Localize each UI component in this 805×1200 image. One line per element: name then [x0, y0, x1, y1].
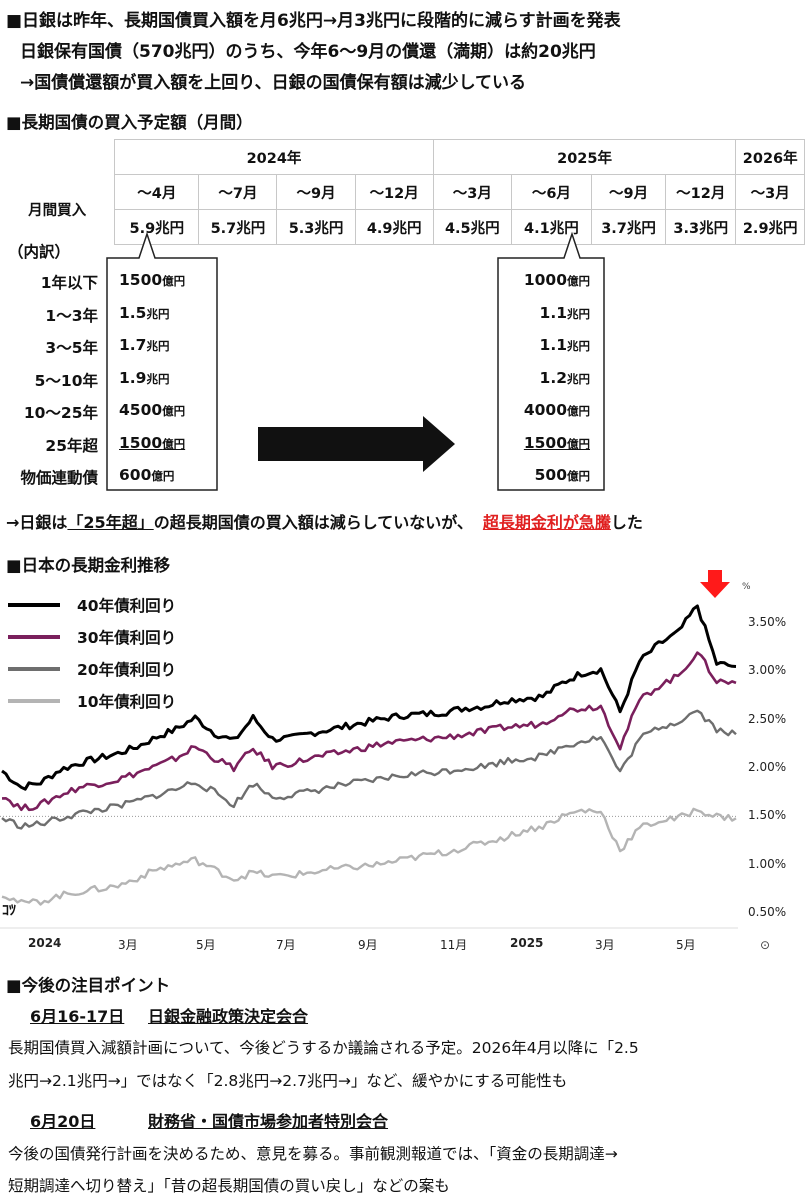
- event1-text-1: 長期国債買入減額計画について、今後どうするか議論される予定。2026年4月以降に…: [8, 1039, 639, 1057]
- period-cell: 〜3月: [432, 174, 512, 210]
- breakdown-value: 1.7兆円: [119, 336, 170, 354]
- year-2024: 2024年: [114, 139, 434, 175]
- y-tick-label: 2.50%: [748, 711, 787, 726]
- points-title: ■今後の注目ポイント: [6, 976, 171, 995]
- series-line: [1, 807, 737, 906]
- chart-title: ■日本の長期金利推移: [6, 556, 171, 575]
- x-tick-label: 5月: [676, 938, 696, 952]
- legend-swatch: [8, 635, 60, 639]
- breakdown-value: 600億円: [119, 466, 175, 484]
- callout-box-before: [106, 231, 218, 491]
- y-unit-label: %: [742, 582, 751, 592]
- legend-label: 40年債利回り: [77, 597, 177, 615]
- breakdown-value: 1.1兆円: [539, 336, 590, 354]
- note-prefix: →日銀は: [6, 513, 68, 532]
- x-tick-label: 3月: [595, 938, 615, 952]
- legend-label: 30年債利回り: [77, 629, 177, 647]
- breakdown-label: 25年超: [45, 436, 98, 455]
- breakdown-value: 1500億円: [523, 433, 590, 452]
- breakdown-value: 4000億円: [523, 401, 590, 419]
- x-tick-label: 5月: [196, 938, 216, 952]
- period-cell: 〜9月: [590, 174, 667, 210]
- year-2025: 2025年: [432, 139, 737, 175]
- y-tick-label: 3.50%: [748, 615, 787, 629]
- breakdown-value: 1500億円: [119, 271, 186, 289]
- amount-cell: 5.7兆円: [198, 209, 278, 245]
- amount-cell: 3.3兆円: [665, 209, 737, 245]
- period-cell: 〜4月: [114, 174, 200, 210]
- breakdown-value: 1000億円: [523, 271, 590, 289]
- amount-cell: 4.1兆円: [510, 209, 592, 245]
- y-tick-label: 1.00%: [748, 856, 787, 871]
- x-tick-label: 3月: [118, 938, 138, 952]
- note-mid: の超長期国債の買入額は減らしていないが、: [153, 513, 473, 532]
- legend-swatch: [8, 603, 60, 607]
- period-cell: 〜12月: [354, 174, 434, 210]
- header-line-3: →国債償還額が買入額を上回り、日銀の国債保有額は減少している: [20, 73, 527, 93]
- amount-cell: 5.3兆円: [276, 209, 356, 245]
- plan-section-title: ■長期国債の買入予定額（月間）: [6, 113, 253, 132]
- breakdown-label: 1年以下: [40, 274, 98, 292]
- settings-icon[interactable]: ⊙: [760, 938, 771, 952]
- arrow-right-icon: [258, 416, 455, 472]
- series-line: [1, 651, 737, 812]
- note-red: 超長期金利が急騰: [482, 513, 611, 532]
- watermark-logo: ｺﾂ: [2, 903, 16, 919]
- series-line: [1, 709, 737, 830]
- period-cell: 〜3月: [735, 174, 805, 210]
- note-line: →日銀は「25年超」の超長期国債の買入額は減らしていないが、 超長期金利が急騰した: [6, 509, 643, 533]
- legend-swatch: [8, 699, 60, 703]
- breakdown-value: 1.1兆円: [539, 303, 590, 322]
- event2-name: 財務省・国債市場参加者特別会合: [148, 1112, 389, 1131]
- yield-chart: [0, 570, 738, 929]
- event2-date: 6月20日: [30, 1112, 96, 1131]
- legend-label: 20年債利回り: [77, 661, 177, 679]
- series-line: [1, 604, 737, 791]
- breakdown-label: 物価連動債: [20, 469, 98, 487]
- amount-cell: 4.5兆円: [432, 209, 512, 245]
- callout-boxes: [106, 231, 605, 491]
- y-tick-label: 2.00%: [748, 760, 787, 774]
- y-tick-label: 3.00%: [748, 663, 787, 678]
- callout-box-after: [497, 231, 605, 491]
- event2-text-2: 短期調達へ切り替え」「昔の超長期国債の買い戻し」などの案も: [8, 1177, 450, 1195]
- breakdown-value: 1.5兆円: [119, 303, 170, 322]
- breakdown-value: 1500億円: [119, 433, 186, 452]
- breakdown-title: （内訳）: [8, 243, 71, 261]
- period-cell: 〜12月: [665, 174, 737, 210]
- event1-name: 日銀金融政策決定会合: [148, 1007, 309, 1026]
- amount-cell: 4.9兆円: [354, 209, 434, 245]
- breakdown-value: 1.2兆円: [539, 368, 590, 387]
- period-cell: 〜7月: [198, 174, 278, 210]
- breakdown-value: 500億円: [534, 466, 590, 484]
- period-cell: 〜6月: [510, 174, 592, 210]
- event1-text-2: 兆円→2.1兆円→」ではなく「2.8兆円→2.7兆円→」など、緩やかにする可能性…: [8, 1072, 568, 1090]
- header-line-2: 日銀保有国債（570兆円）のうち、今年6〜9月の償還（満期）は約20兆円: [20, 42, 596, 62]
- x-tick-label: 2025: [510, 936, 544, 950]
- event2-text-1: 今後の国債発行計画を決めるため、意見を募る。事前観測報道では、「資金の長期調達→: [8, 1145, 618, 1163]
- y-tick-label: 1.50%: [748, 808, 787, 823]
- y-tick-label: 0.50%: [748, 905, 787, 919]
- breakdown-label: 1〜3年: [45, 306, 98, 325]
- row-label-monthly: 月間買入: [0, 174, 116, 245]
- breakdown-label: 3〜5年: [45, 339, 98, 357]
- header-line-1: ■日銀は昨年、長期国債買入額を月6兆円→月3兆円に段階的に減らす計画を発表: [6, 11, 621, 31]
- x-tick-label: 2024: [28, 936, 62, 950]
- breakdown-value: 4500億円: [119, 401, 186, 419]
- purchase-plan-table: 2024年 2025年 2026年 月間買入 〜4月 〜7月 〜9月 〜12月 …: [0, 139, 805, 245]
- breakdown-label: 10〜25年: [23, 404, 98, 422]
- note-quoted: 「25年超」: [67, 513, 154, 532]
- legend-swatch: [8, 667, 60, 671]
- red-arrow-icon: [700, 570, 730, 598]
- x-tick-label: 7月: [276, 938, 296, 952]
- breakdown-label: 5〜10年: [34, 371, 98, 390]
- event1-date: 6月16-17日: [30, 1007, 125, 1026]
- note-suffix: した: [610, 513, 643, 532]
- amount-cell: 2.9兆円: [735, 209, 805, 245]
- legend-label: 10年債利回り: [77, 693, 177, 711]
- x-tick-label: 11月: [440, 938, 468, 952]
- breakdown-value: 1.9兆円: [119, 368, 170, 387]
- x-tick-label: 9月: [358, 938, 378, 952]
